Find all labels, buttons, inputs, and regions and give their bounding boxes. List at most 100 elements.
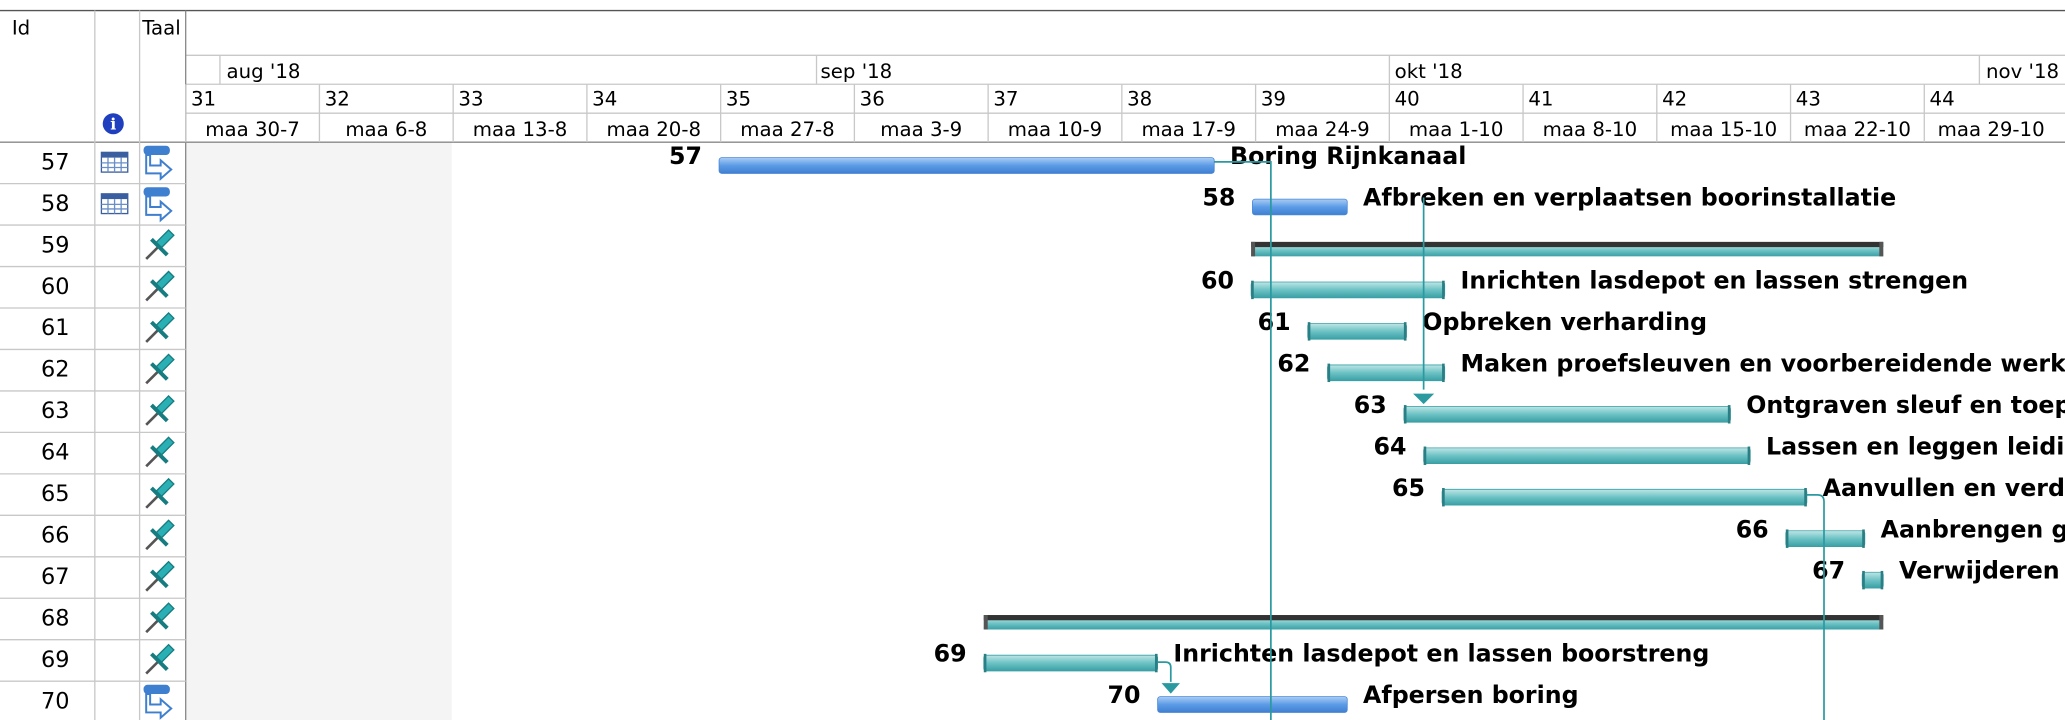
pin-needle [145,453,159,468]
auto-icon-arrow [145,693,173,720]
pin-base [150,403,169,423]
row-id: 62 [41,357,69,383]
auto-schedule-icon [143,187,173,223]
calendar-icon-head [101,152,128,158]
auto-icon-arrow [145,154,173,181]
pin-base [150,486,169,506]
task-end [1747,446,1751,465]
task-bar [1403,406,1731,423]
bar-id-label: 69 [934,640,967,668]
bar-id-label: 63 [1354,391,1387,419]
nonworking-shade [185,142,452,720]
summary-bar [983,617,1884,630]
day-label: maa 20-8 [607,118,702,141]
bar-name-label: Boring Rijnkanaal [1230,142,1466,170]
task-bar [1441,488,1808,506]
task-end [1307,322,1311,341]
task-end [1423,446,1427,465]
task-end [1442,280,1445,300]
month-label: nov '18 [1986,60,2059,83]
day-label: maa 27-8 [740,118,835,141]
task-bar [983,654,1159,672]
bar-name-label: Inrichten lasdepot en lassen boorstreng [1173,640,1709,668]
manual-pin-icon [145,229,175,260]
week-label: 43 [1796,88,1821,111]
dependency-line [1214,161,1272,720]
week-label: 42 [1662,88,1687,111]
row-id: 58 [41,191,69,217]
pin-base [150,320,169,340]
task-end [1251,280,1254,300]
manual-pin-icon [145,643,175,675]
month-label: aug '18 [227,60,301,83]
pin-base [150,652,169,672]
pin-base [150,445,169,464]
column-header: Id [12,16,30,39]
week-label: 39 [1261,88,1286,111]
task-end [1154,653,1158,673]
pin-needle [145,412,159,426]
bar-id-label: 65 [1392,474,1425,502]
task-bar [1423,447,1751,465]
task-bar [718,157,1215,174]
bar-id-label: 60 [1201,267,1234,295]
week-label: 44 [1930,88,1955,111]
month-label: sep '18 [820,60,892,83]
task-end [1862,570,1865,590]
row-id: 61 [41,315,69,341]
pin-needle [145,660,159,675]
bar-id-label: 64 [1374,432,1407,460]
task-bar [1252,198,1348,216]
task-end [1880,570,1884,590]
pin-base [150,279,169,298]
task-end [1442,488,1445,507]
svg-text:i: i [110,115,116,134]
bar-id-label: 66 [1736,515,1769,543]
pin-needle [145,494,159,509]
summary-end [1879,615,1884,630]
week-label: 40 [1395,88,1420,111]
auto-schedule-icon [143,684,173,720]
week-label: 32 [325,88,350,111]
pin-needle [145,287,159,302]
manual-pin-icon [145,394,175,426]
week-label: 35 [726,88,751,111]
task-bar [1327,364,1446,382]
row-id: 63 [41,398,69,424]
manual-pin-icon [145,477,175,509]
summary-bar-top [983,615,1884,621]
day-label: maa 22-10 [1804,118,1911,141]
task-end [1403,405,1407,424]
bar-name-label: Inrichten lasdepot en lassen strengen [1461,267,1969,295]
row-id: 67 [41,564,69,590]
pin-base [150,362,169,381]
column-header: Taal [141,16,180,39]
bar-id-label: 70 [1108,681,1141,709]
day-label: maa 1-10 [1409,118,1504,141]
task-bar [1250,281,1446,299]
task-bar [1785,530,1866,547]
bar-id-label: 58 [1202,184,1235,212]
pin-base [150,610,169,630]
calendar-icon-grid [101,157,128,173]
dependency-arrow [1413,393,1435,405]
summary-bar-top [1251,241,1884,248]
manual-pin-icon [145,519,175,551]
day-label: maa 29-10 [1938,118,2045,141]
bar-id-label: 61 [1258,308,1291,336]
info-icon: i [102,113,124,135]
task-bar [1307,323,1407,340]
pin-needle [145,370,159,385]
task-end [1727,405,1731,424]
week-label: 33 [458,88,483,111]
day-label: maa 13-8 [473,118,568,141]
week-label: 36 [860,88,885,111]
week-label: 37 [993,88,1018,111]
task-end [1785,529,1789,548]
row-id: 65 [41,481,69,507]
day-label: maa 15-10 [1670,118,1777,141]
summary-end [1879,241,1884,257]
auto-icon-bar [143,187,170,197]
calendar-icon [100,193,129,215]
